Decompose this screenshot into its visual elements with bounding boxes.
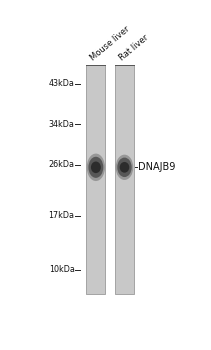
Text: 17kDa: 17kDa — [49, 211, 75, 220]
Text: DNAJB9: DNAJB9 — [138, 162, 175, 172]
Text: Rat liver: Rat liver — [117, 33, 150, 62]
Ellipse shape — [120, 162, 129, 173]
Bar — [115, 65, 134, 294]
Bar — [87, 65, 105, 294]
Ellipse shape — [116, 155, 133, 180]
Text: 34kDa: 34kDa — [49, 120, 75, 129]
Ellipse shape — [91, 161, 101, 173]
Text: 26kDa: 26kDa — [49, 160, 75, 169]
Ellipse shape — [117, 158, 132, 177]
Text: 10kDa: 10kDa — [49, 265, 75, 274]
Text: 43kDa: 43kDa — [49, 79, 75, 88]
Ellipse shape — [88, 157, 103, 178]
Text: Mouse liver: Mouse liver — [88, 24, 131, 62]
Ellipse shape — [87, 154, 105, 181]
